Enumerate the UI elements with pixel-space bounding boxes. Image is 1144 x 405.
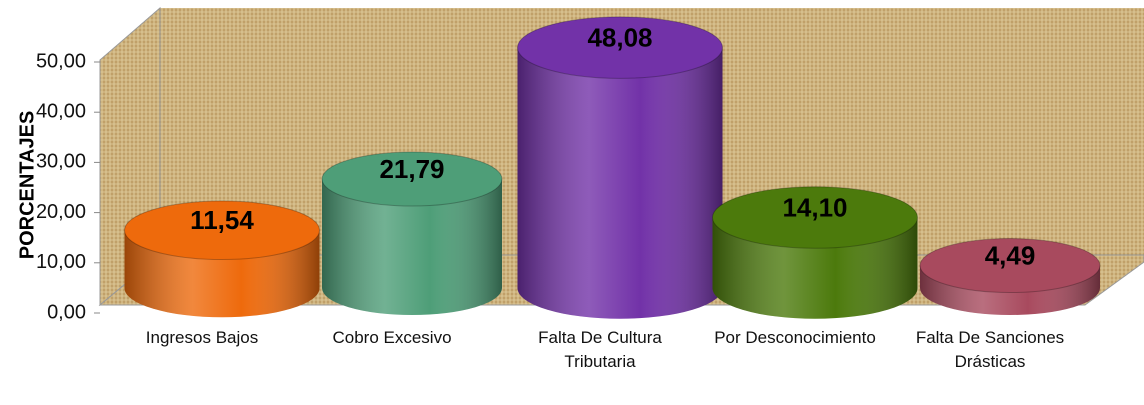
y-tick-label: 20,00 <box>36 201 86 223</box>
y-tick-label: 0,00 <box>47 301 86 323</box>
y-axis-label: PORCENTAJES <box>16 111 38 260</box>
bar <box>124 200 320 318</box>
bar-top <box>321 151 503 207</box>
bar <box>712 186 918 319</box>
x-tick-label: Falta De Sanciones Drásticas <box>915 328 1065 371</box>
y-tick-label: 50,00 <box>36 50 86 72</box>
x-tick-label: Ingresos Bajos <box>145 328 259 347</box>
data-label: 21,79 <box>379 154 444 184</box>
x-tick-label: Falta De Cultura Tributaria <box>538 328 662 371</box>
bar-top <box>712 186 918 249</box>
y-tick-label: 40,00 <box>36 100 86 122</box>
bar-top <box>517 16 723 79</box>
x-tick-label: Cobro Excesivo <box>332 328 452 347</box>
y-tick-label: 30,00 <box>36 151 86 173</box>
bar-top <box>124 200 320 261</box>
bar <box>321 151 503 315</box>
bar <box>517 16 723 319</box>
bar <box>919 238 1101 315</box>
x-tick-label: Por Desconocimiento <box>714 328 876 347</box>
data-label: 4,49 <box>985 240 1036 270</box>
bar-top <box>919 238 1101 294</box>
bar-shade <box>322 179 502 315</box>
data-label: 14,10 <box>782 192 847 222</box>
bar-shade <box>517 47 723 319</box>
y-tick-label: 10,00 <box>36 251 86 273</box>
data-label: 48,08 <box>587 22 652 52</box>
data-label: 11,54 <box>190 205 254 235</box>
